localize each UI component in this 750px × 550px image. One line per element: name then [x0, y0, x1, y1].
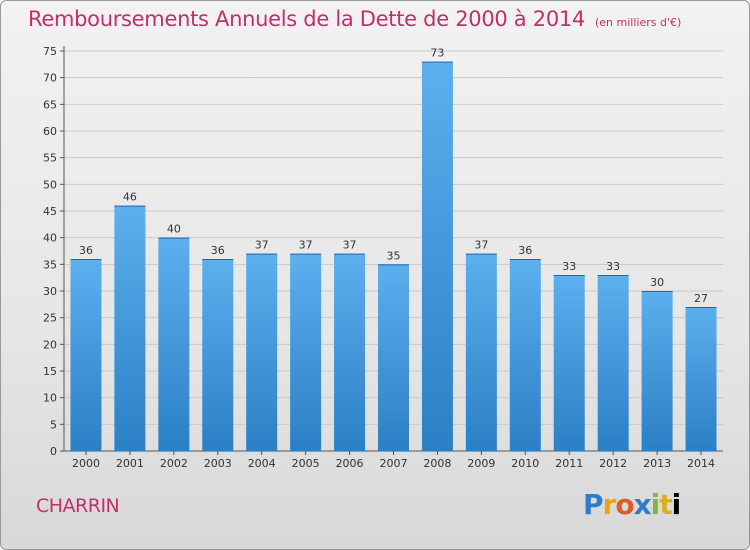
x-tick-label: 2001	[116, 457, 144, 470]
x-tick-label: 2004	[248, 457, 276, 470]
town-name: CHARRIN	[36, 495, 120, 517]
x-tick-label: 2006	[336, 457, 364, 470]
bar	[202, 259, 234, 451]
x-tick-label: 2013	[643, 457, 671, 470]
bar	[597, 275, 629, 451]
x-tick-label: 2002	[160, 457, 188, 470]
bar	[641, 291, 673, 451]
y-tick-label: 5	[50, 418, 57, 431]
data-label: 46	[123, 191, 137, 204]
y-tick-label: 10	[43, 392, 57, 405]
x-tick-label: 2000	[72, 457, 100, 470]
data-label: 37	[343, 239, 357, 252]
bar	[334, 253, 366, 451]
labels: 36 46 40 36 37 37 37 35 73 37 36 33 33 30 27	[79, 47, 708, 305]
data-label: 35	[387, 249, 401, 262]
data-label: 36	[79, 244, 93, 257]
x-tick-label: 2011	[555, 457, 583, 470]
bar	[509, 259, 541, 451]
axes: 0 5 10 15 20 25 30 35 40 45 50 55 60 65 70 75 2000 2001 20…	[43, 45, 723, 470]
data-label: 33	[606, 260, 620, 273]
y-tick-label: 30	[43, 285, 57, 298]
bar	[378, 264, 409, 451]
y-tick-label: 65	[43, 98, 57, 111]
x-tick-label: 2010	[511, 457, 539, 470]
bars	[70, 61, 717, 452]
unit-note: (en milliers d'€)	[595, 16, 682, 29]
y-tick-label: 55	[43, 152, 57, 165]
bar	[290, 253, 322, 451]
bar	[246, 253, 278, 451]
y-tick-label: 20	[43, 338, 57, 351]
data-label: 37	[299, 239, 313, 252]
y-tick-label: 35	[43, 258, 57, 271]
y-tick-label: 75	[43, 45, 57, 58]
y-tick-label: 60	[43, 125, 57, 138]
data-label: 40	[167, 223, 181, 236]
bar	[685, 307, 717, 451]
bar	[70, 259, 102, 451]
data-label: 73	[430, 47, 444, 60]
chart-title-text: Remboursements Annuels de la Dette de 20…	[28, 7, 585, 31]
data-label: 36	[518, 244, 532, 257]
y-tick-label: 15	[43, 365, 57, 378]
x-tick-label: 2007	[380, 457, 408, 470]
y-tick-label: 50	[43, 178, 57, 191]
y-tick-label: 25	[43, 312, 57, 325]
data-label: 37	[474, 239, 488, 252]
data-label: 36	[211, 244, 225, 257]
x-tick-label: 2003	[204, 457, 232, 470]
y-tick-label: 0	[50, 445, 57, 458]
data-label: 33	[562, 260, 576, 273]
bar	[114, 205, 146, 451]
x-tick-label: 2012	[599, 457, 627, 470]
bar	[553, 275, 585, 451]
data-label: 27	[694, 292, 708, 305]
chart-title: Remboursements Annuels de la Dette de 20…	[28, 7, 681, 31]
x-tick-label: 2014	[687, 457, 715, 470]
data-label: 30	[650, 276, 664, 289]
x-tick-label: 2005	[292, 457, 320, 470]
y-tick-label: 40	[43, 232, 57, 245]
bar	[465, 253, 497, 451]
x-tick-label: 2009	[467, 457, 495, 470]
x-tick-label: 2008	[423, 457, 451, 470]
data-label: 37	[255, 239, 269, 252]
bar	[158, 237, 190, 451]
proxiti-logo[interactable]: Proxiti	[583, 488, 681, 521]
bar	[421, 61, 453, 452]
y-tick-label: 70	[43, 72, 57, 85]
y-tick-label: 45	[43, 205, 57, 218]
